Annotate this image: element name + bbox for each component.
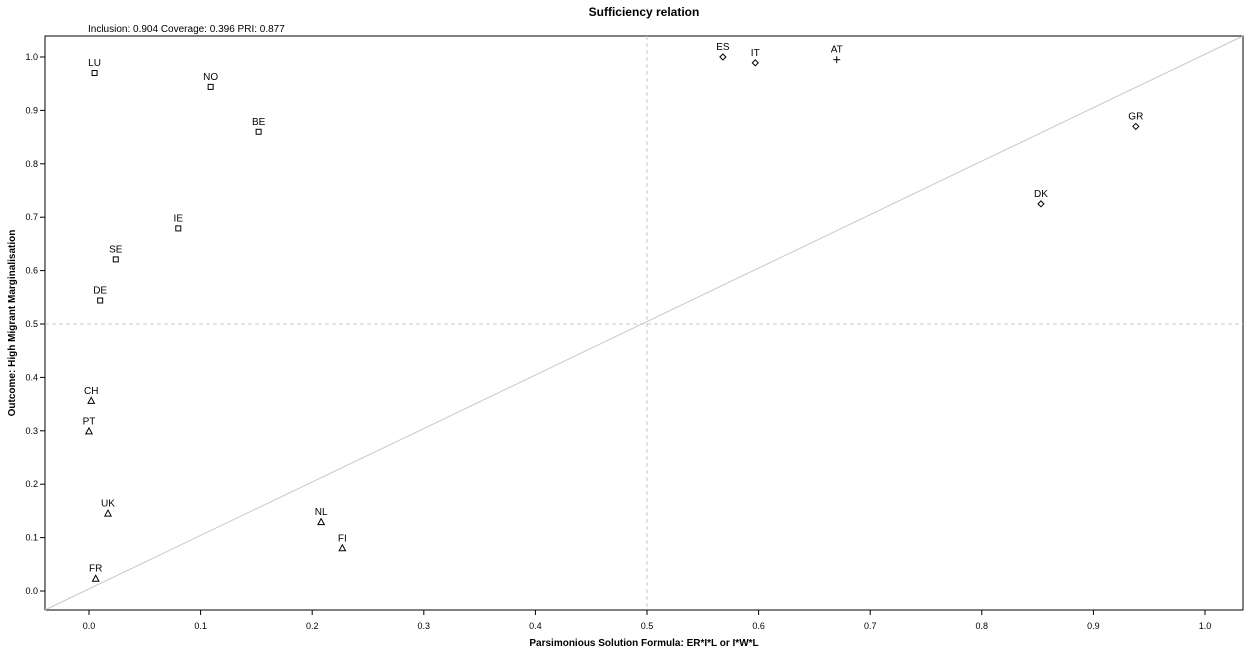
data-point-se: SE <box>109 244 123 263</box>
plot-frame <box>44 35 1244 611</box>
x-tick-label: 0.7 <box>864 621 877 631</box>
diamond-marker <box>1037 200 1045 208</box>
point-label: FI <box>338 533 347 544</box>
point-label: DK <box>1034 189 1048 200</box>
square-marker <box>175 225 182 232</box>
data-point-ch: CH <box>84 386 98 404</box>
x-axis: 0.0 0.1 0.2 0.3 0.4 0.5 0.6 0.7 0.8 0.9 1.0 <box>83 610 1212 631</box>
data-point-uk: UK <box>101 499 115 517</box>
diagonal-line <box>44 35 1244 611</box>
chart-title: Sufficiency relation <box>589 5 700 19</box>
triangle-marker <box>91 574 100 582</box>
point-label: IE <box>174 213 184 224</box>
x-tick-label: 0.5 <box>641 621 654 631</box>
point-label: ES <box>716 42 730 53</box>
y-tick-label: 0.2 <box>25 479 38 489</box>
square-marker <box>207 83 214 90</box>
x-tick-label: 0.9 <box>1087 621 1100 631</box>
data-point-at: AT <box>831 45 843 64</box>
x-tick-label: 0.8 <box>976 621 989 631</box>
point-label: BE <box>252 117 266 128</box>
y-tick-label: 0.6 <box>25 266 38 276</box>
square-marker <box>112 256 119 263</box>
x-tick-label: 1.0 <box>1199 621 1212 631</box>
x-tick-label: 0.0 <box>83 621 96 631</box>
x-tick-label: 0.1 <box>194 621 207 631</box>
data-point-lu: LU <box>88 58 101 77</box>
point-label: IT <box>751 48 760 59</box>
x-tick-label: 0.3 <box>418 621 431 631</box>
data-point-ie: IE <box>174 213 184 232</box>
data-point-dk: DK <box>1034 189 1048 208</box>
point-label: DE <box>93 286 107 297</box>
y-axis-title: Outcome: High Migrant Marginalisation <box>7 230 18 417</box>
y-tick-label: 0.1 <box>25 533 38 543</box>
data-point-gr: GR <box>1128 111 1143 131</box>
x-axis-title: Parsimonious Solution Formula: ER*I*L or… <box>529 638 758 649</box>
data-point-de: DE <box>93 286 107 304</box>
y-tick-label: 0.3 <box>25 426 38 436</box>
data-point-fi: FI <box>338 533 347 552</box>
y-tick-label: 0.9 <box>25 105 38 115</box>
square-marker <box>91 70 98 77</box>
triangle-marker <box>103 509 113 517</box>
data-point-it: IT <box>751 48 760 67</box>
point-label: PT <box>83 416 96 427</box>
diamond-marker <box>1132 122 1140 131</box>
y-tick-label: 0.4 <box>25 372 38 382</box>
square-marker <box>97 297 104 304</box>
data-point-es: ES <box>716 42 730 61</box>
fit-statistics: Inclusion: 0.904 Coverage: 0.396 PRI: 0.… <box>88 24 285 35</box>
y-tick-label: 0.0 <box>25 586 38 596</box>
point-label: SE <box>109 244 123 255</box>
triangle-marker <box>87 396 96 404</box>
data-point-no: NO <box>203 72 218 90</box>
point-label: FR <box>89 564 102 575</box>
y-tick-label: 0.8 <box>25 159 38 169</box>
triangle-marker <box>317 517 326 526</box>
point-label: AT <box>831 45 843 56</box>
diamond-marker <box>751 59 759 67</box>
point-label: NL <box>315 507 328 518</box>
triangle-marker <box>84 426 94 435</box>
square-marker <box>255 128 262 135</box>
point-label: GR <box>1128 111 1143 122</box>
data-points: LU NO BE IE SE DE ES IT AT GR DK CH PT UK NL FI FR <box>83 42 1143 582</box>
point-label: NO <box>203 72 218 83</box>
y-tick-label: 1.0 <box>25 52 38 62</box>
data-point-be: BE <box>252 117 266 135</box>
point-label: UK <box>101 499 115 510</box>
data-point-fr: FR <box>89 564 102 582</box>
diamond-marker <box>719 53 727 61</box>
x-tick-label: 0.6 <box>752 621 765 631</box>
y-tick-label: 0.5 <box>25 319 38 329</box>
y-tick-label: 0.7 <box>25 212 38 222</box>
data-point-pt: PT <box>83 416 96 435</box>
x-tick-label: 0.4 <box>529 621 542 631</box>
triangle-marker <box>338 543 347 552</box>
x-tick-label: 0.2 <box>306 621 319 631</box>
point-label: LU <box>88 58 101 69</box>
y-axis: 0.0 0.1 0.2 0.3 0.4 0.5 0.6 0.7 0.8 0.9 1.0 <box>25 52 45 596</box>
data-point-nl: NL <box>315 507 328 526</box>
point-label: CH <box>84 386 98 397</box>
